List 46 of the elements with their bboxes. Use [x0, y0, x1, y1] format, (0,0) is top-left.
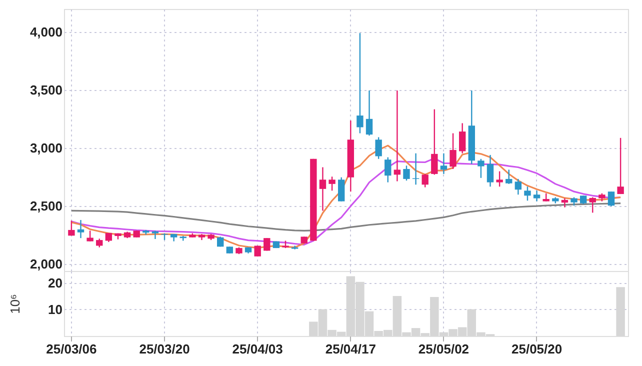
candlestick: [338, 176, 345, 202]
candlestick: [77, 219, 84, 239]
candlestick: [608, 190, 615, 207]
x-tick-label: 25/03/06: [46, 342, 97, 356]
candlestick: [328, 176, 336, 192]
candlestick: [394, 90, 401, 182]
candlestick: [403, 165, 410, 182]
candlestick: [319, 166, 326, 212]
x-tick-label: 25/05/02: [418, 342, 470, 356]
candlestick: [458, 122, 466, 154]
candlestick: [506, 169, 512, 185]
candlestick: [450, 132, 456, 170]
candlestick: [440, 152, 448, 175]
y-tick-label: 20: [48, 275, 62, 290]
candlestick: [68, 220, 75, 236]
y-axis-title: 10⁶: [8, 294, 22, 314]
y-tick-label: 3,000: [30, 140, 62, 156]
x-tick-label: 25/04/17: [325, 342, 376, 356]
candlestick: [356, 32, 364, 134]
y-tick-label: 4,000: [30, 24, 62, 40]
y-tick-label: 3,500: [30, 82, 62, 98]
candlestick: [617, 137, 624, 195]
candlestick: [422, 173, 428, 188]
candlestick: [86, 230, 94, 242]
candlestick: [486, 154, 494, 188]
y-tick-label: 2,000: [30, 256, 62, 272]
candlestick: [264, 237, 270, 252]
candlestick: [375, 136, 382, 160]
candlestick: [524, 186, 531, 202]
candlestick: [589, 196, 596, 214]
y-tick-label: 10: [48, 302, 62, 317]
y-tick-label: 2,500: [30, 198, 62, 214]
x-tick-label: 25/03/20: [139, 342, 190, 356]
candlestick: [533, 190, 540, 202]
x-tick-label: 25/05/20: [511, 342, 562, 356]
candlestick: [431, 108, 438, 176]
line-series: [70, 202, 622, 232]
candlestick: [496, 170, 503, 188]
candlestick: [366, 90, 373, 136]
candlestick: [384, 156, 392, 183]
candlestick: [561, 198, 568, 208]
candlestick: [478, 158, 484, 179]
candlestick: [152, 230, 159, 240]
candlestick: [254, 245, 261, 257]
x-tick-label: 25/04/03: [232, 342, 283, 356]
candlestick: [514, 178, 522, 196]
